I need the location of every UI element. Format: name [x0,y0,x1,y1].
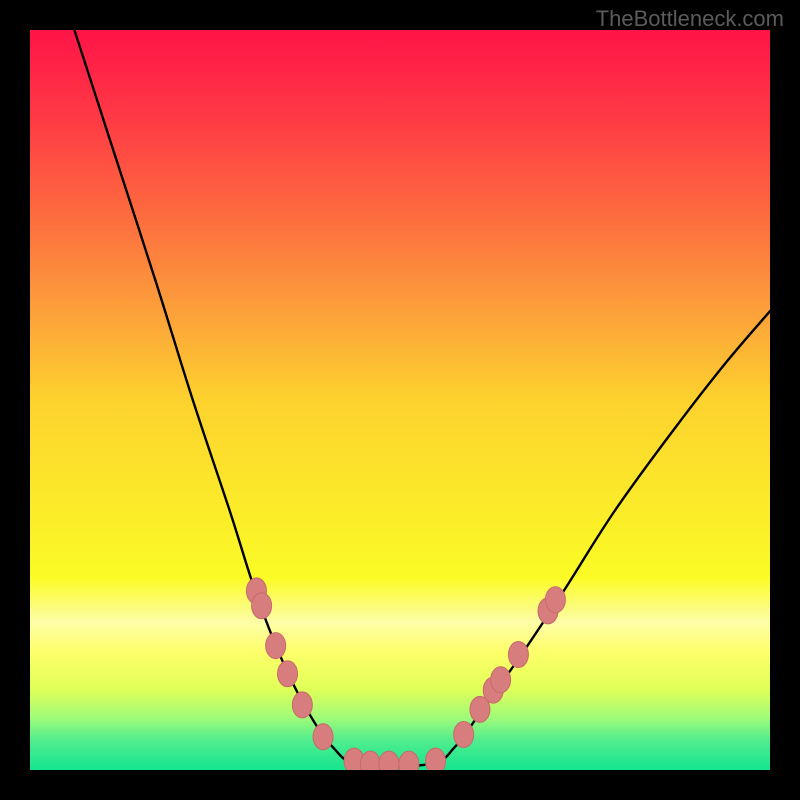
data-marker [491,667,511,693]
data-marker [278,661,298,687]
data-marker [454,721,474,747]
data-marker [545,587,565,613]
v-curve-path [74,30,770,766]
data-marker [252,593,272,619]
data-marker [360,751,380,770]
data-marker [266,633,286,659]
chart-stage: { "watermark": { "text": "TheBottleneck.… [0,0,800,800]
data-marker [379,751,399,770]
watermark-text: TheBottleneck.com [596,6,784,32]
data-marker [508,642,528,668]
data-marker [426,748,446,770]
data-marker [399,751,419,770]
plot-area [30,30,770,770]
data-marker [313,724,333,750]
v-curve-layer [30,30,770,770]
data-marker [292,692,312,718]
